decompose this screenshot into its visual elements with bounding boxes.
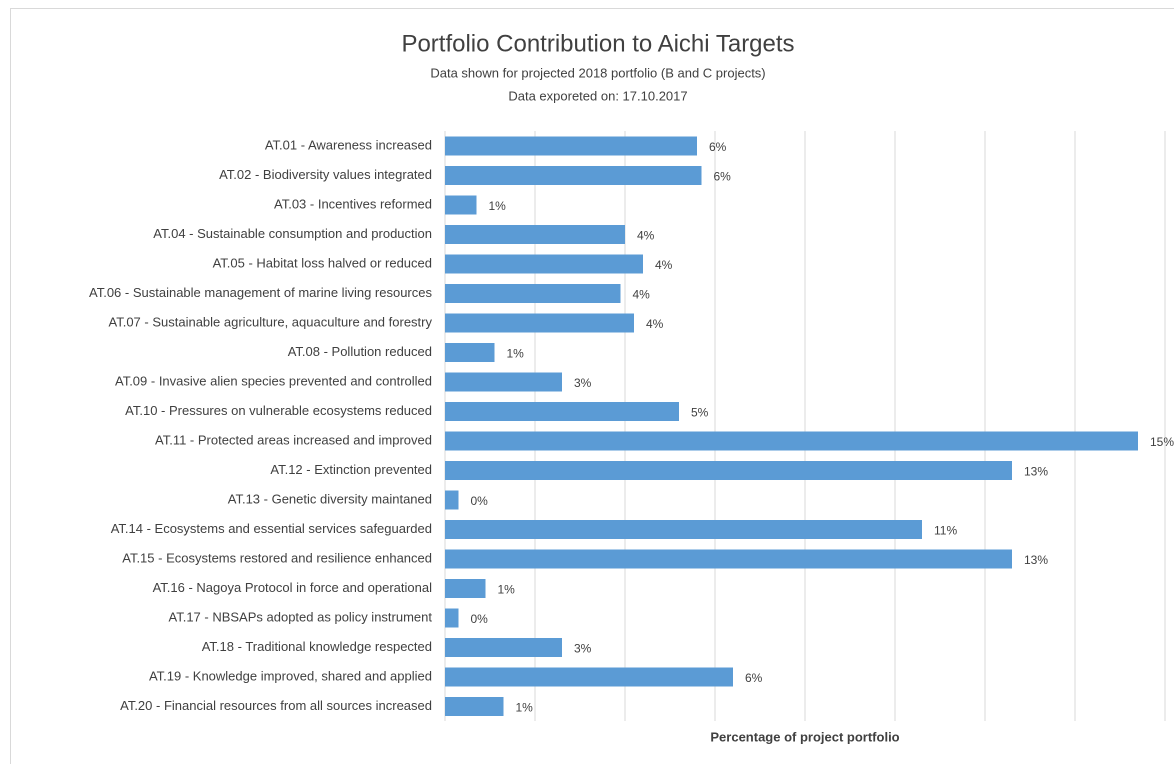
bar bbox=[445, 549, 1012, 569]
data-label: 1% bbox=[516, 701, 534, 715]
data-label: 6% bbox=[745, 671, 763, 685]
y-tick-label: AT.13 - Genetic diversity maintaned bbox=[228, 491, 432, 506]
y-tick-label: AT.11 - Protected areas increased and im… bbox=[155, 432, 432, 447]
data-label: 0% bbox=[471, 494, 489, 508]
data-label: 4% bbox=[646, 317, 664, 331]
chart-subtitle: Data exporeted on: 17.10.2017 bbox=[508, 88, 687, 103]
bar bbox=[445, 225, 625, 244]
bar bbox=[445, 136, 697, 156]
bar bbox=[445, 254, 643, 274]
y-tick-label: AT.16 - Nagoya Protocol in force and ope… bbox=[153, 580, 433, 595]
bar bbox=[445, 166, 702, 185]
y-tick-label: AT.07 - Sustainable agriculture, aquacul… bbox=[109, 314, 433, 329]
data-label: 5% bbox=[691, 406, 709, 420]
data-label: 13% bbox=[1024, 553, 1048, 567]
y-tick-label: AT.05 - Habitat loss halved or reduced bbox=[213, 255, 432, 270]
y-tick-label: AT.06 - Sustainable management of marine… bbox=[89, 285, 432, 300]
bar bbox=[445, 195, 477, 215]
y-tick-label: AT.19 - Knowledge improved, shared and a… bbox=[149, 668, 432, 683]
y-tick-label: AT.18 - Traditional knowledge respected bbox=[202, 639, 432, 654]
data-label: 1% bbox=[489, 199, 507, 213]
y-tick-label: AT.04 - Sustainable consumption and prod… bbox=[153, 226, 432, 241]
data-label: 1% bbox=[498, 583, 516, 597]
bar bbox=[445, 372, 562, 392]
y-tick-label: AT.02 - Biodiversity values integrated bbox=[219, 167, 432, 182]
data-label: 11% bbox=[934, 524, 957, 538]
data-label: 15% bbox=[1150, 435, 1174, 449]
data-label: 3% bbox=[574, 642, 592, 656]
y-tick-label: AT.15 - Ecosystems restored and resilien… bbox=[122, 550, 432, 565]
data-label: 1% bbox=[507, 347, 525, 361]
bar bbox=[445, 608, 459, 628]
bar bbox=[445, 461, 1012, 480]
y-tick-label: AT.03 - Incentives reformed bbox=[274, 196, 432, 211]
data-label: 4% bbox=[655, 258, 673, 272]
bar bbox=[445, 313, 634, 333]
bar bbox=[445, 284, 621, 303]
bar bbox=[445, 520, 922, 539]
y-tick-label: AT.08 - Pollution reduced bbox=[288, 344, 432, 359]
bar bbox=[445, 343, 495, 362]
data-label: 6% bbox=[714, 170, 732, 184]
bar bbox=[445, 431, 1138, 451]
y-tick-label: AT.14 - Ecosystems and essential service… bbox=[111, 521, 432, 536]
data-label: 6% bbox=[709, 140, 727, 154]
y-tick-label: AT.01 - Awareness increased bbox=[265, 137, 432, 152]
bar bbox=[445, 638, 562, 657]
bar bbox=[445, 490, 459, 510]
chart-title: Portfolio Contribution to Aichi Targets bbox=[401, 30, 794, 57]
data-label: 4% bbox=[637, 229, 655, 243]
y-tick-label: AT.17 - NBSAPs adopted as policy instrum… bbox=[169, 609, 433, 624]
chart-frame bbox=[10, 8, 1174, 764]
data-label: 13% bbox=[1024, 465, 1048, 479]
bar bbox=[445, 667, 733, 687]
y-tick-label: AT.09 - Invasive alien species prevented… bbox=[115, 373, 432, 388]
y-tick-label: AT.10 - Pressures on vulnerable ecosyste… bbox=[125, 403, 432, 418]
data-label: 4% bbox=[633, 288, 651, 302]
bar bbox=[445, 579, 486, 598]
bar bbox=[445, 402, 679, 421]
y-tick-label: AT.20 - Financial resources from all sou… bbox=[120, 698, 432, 713]
bar bbox=[445, 697, 504, 716]
y-tick-label: AT.12 - Extinction prevented bbox=[270, 462, 432, 477]
chart-subtitle: Data shown for projected 2018 portfolio … bbox=[430, 65, 765, 80]
data-label: 0% bbox=[471, 612, 489, 626]
data-label: 3% bbox=[574, 376, 592, 390]
x-axis-title: Percentage of project portfolio bbox=[710, 729, 899, 744]
